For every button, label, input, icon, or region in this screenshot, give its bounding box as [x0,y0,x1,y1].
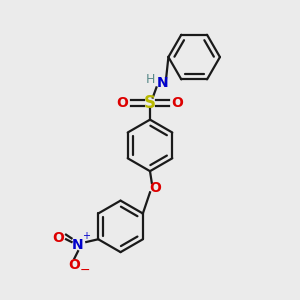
Text: H: H [145,73,155,85]
Text: S: S [144,94,156,112]
Text: O: O [150,181,161,195]
Text: +: + [82,232,90,242]
Text: O: O [116,96,128,110]
Text: N: N [157,76,169,90]
Text: −: − [80,264,91,277]
Text: O: O [68,258,80,272]
Text: O: O [172,96,184,110]
Text: N: N [72,238,84,252]
Text: O: O [52,231,64,245]
